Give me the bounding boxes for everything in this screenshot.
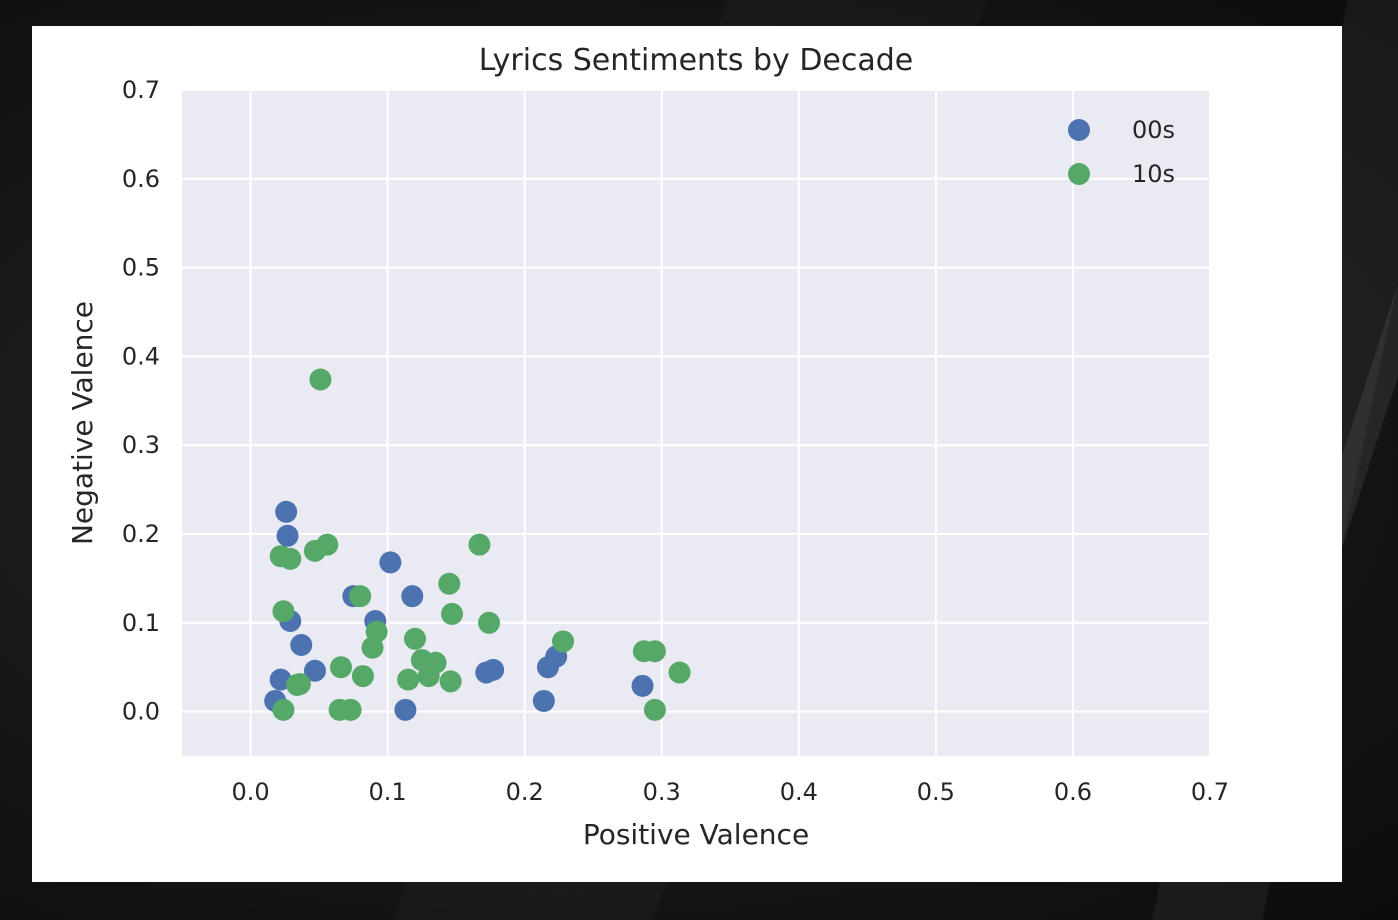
x-tick-label: 0.2: [506, 778, 544, 806]
data-point-10s: [668, 661, 691, 684]
data-point-00s: [275, 500, 298, 523]
legend-marker-00s: [1068, 119, 1090, 141]
data-point-00s: [401, 585, 424, 608]
y-tick-label: 0.7: [122, 76, 160, 104]
data-points: [264, 368, 691, 721]
legend-marker-10s: [1068, 163, 1090, 185]
x-tick-label: 0.6: [1054, 778, 1092, 806]
grid-lines: [182, 89, 1211, 756]
legend-label: 10s: [1132, 160, 1175, 188]
data-point-10s: [468, 533, 491, 556]
data-point-10s: [441, 602, 464, 625]
x-tick-label: 0.0: [231, 778, 269, 806]
data-point-00s: [394, 698, 417, 721]
data-point-10s: [552, 630, 575, 653]
legend-label: 00s: [1132, 116, 1175, 144]
data-point-00s: [290, 634, 313, 656]
x-tick-labels: 0.0 0.1 0.2 0.3 0.4 0.5 0.6 0.7: [231, 778, 1229, 806]
data-point-10s: [309, 368, 332, 391]
data-point-10s: [349, 585, 372, 608]
data-point-10s: [351, 665, 374, 688]
scatter-chart: 0.0 0.1 0.2 0.3 0.4 0.5 0.6 0.7 0.0 0.1 0.2 0.3 0.4…: [66, 43, 1229, 851]
plot-area: [182, 90, 1210, 756]
data-point-10s: [365, 620, 388, 643]
y-tick-label: 0.5: [122, 254, 160, 282]
data-point-00s: [379, 551, 402, 574]
x-tick-label: 0.5: [917, 778, 955, 806]
data-point-10s: [316, 533, 339, 556]
data-point-10s: [643, 640, 666, 663]
chart-panel: 0.0 0.1 0.2 0.3 0.4 0.5 0.6 0.7 0.0 0.1 0.2 0.3 0.4…: [32, 26, 1342, 882]
data-point-10s: [329, 656, 352, 679]
data-point-10s: [438, 572, 461, 595]
data-point-10s: [288, 673, 311, 696]
data-point-10s: [397, 668, 420, 691]
y-tick-label: 0.6: [122, 165, 160, 193]
legend: 00s 10s: [1068, 116, 1175, 188]
data-point-10s: [339, 698, 362, 721]
data-point-10s: [272, 698, 295, 721]
y-axis-label: Negative Valence: [66, 301, 99, 545]
data-point-00s: [303, 659, 326, 682]
data-point-00s: [532, 689, 555, 712]
x-tick-label: 0.3: [643, 778, 681, 806]
x-tick-label: 0.4: [780, 778, 818, 806]
data-point-00s: [482, 658, 505, 681]
y-tick-label: 0.1: [122, 609, 160, 637]
data-point-10s: [404, 627, 427, 650]
x-axis-label: Positive Valence: [583, 818, 809, 851]
y-tick-label: 0.0: [122, 698, 160, 726]
y-tick-label: 0.4: [122, 342, 160, 370]
data-point-10s: [272, 600, 295, 623]
data-point-00s: [631, 674, 654, 697]
data-point-00s: [276, 524, 299, 547]
data-point-10s: [643, 698, 666, 721]
data-point-10s: [478, 611, 501, 634]
y-tick-label: 0.3: [122, 431, 160, 459]
chart-title: Lyrics Sentiments by Decade: [479, 43, 914, 78]
y-tick-label: 0.2: [122, 520, 160, 548]
y-tick-labels: 0.0 0.1 0.2 0.3 0.4 0.5 0.6 0.7: [122, 76, 160, 726]
x-tick-label: 0.7: [1191, 778, 1229, 806]
x-tick-label: 0.1: [369, 778, 407, 806]
data-point-10s: [279, 547, 302, 570]
data-point-10s: [439, 670, 462, 693]
data-point-10s: [424, 651, 447, 674]
